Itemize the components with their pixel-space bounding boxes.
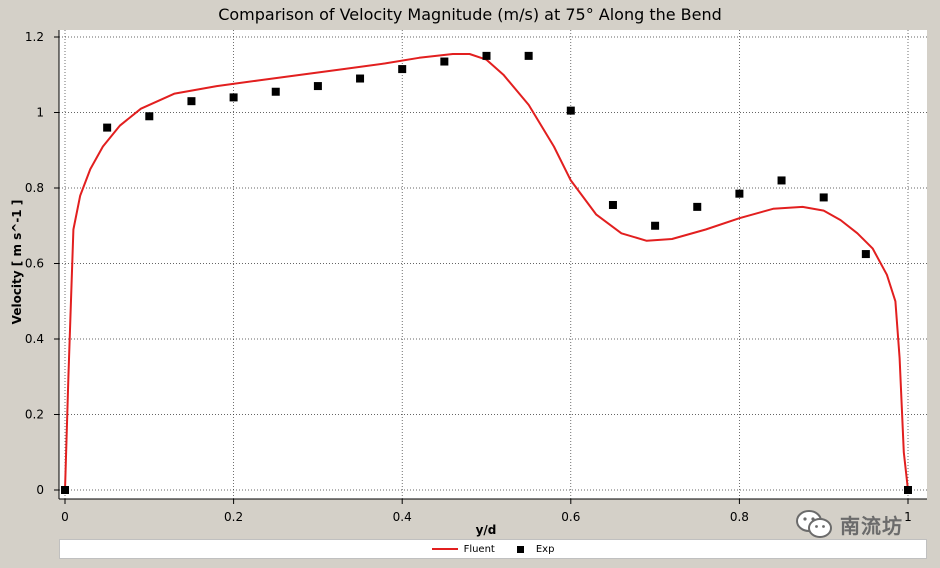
legend-label-exp: Exp [535,543,555,555]
grid-lines [59,30,927,499]
data-point-exp [482,51,491,60]
data-point-exp [651,221,660,230]
data-point-exp [313,82,322,91]
watermark-text: 南流坊 [840,513,903,538]
data-point-exp [566,106,575,115]
data-point-exp [356,74,365,83]
data-point-exp [271,87,280,96]
y-tick-label: 0.8 [25,181,44,195]
data-point-exp [904,486,912,494]
data-point-exp [524,51,533,60]
data-point-exp [229,93,238,102]
y-tick-label: 0.6 [25,257,44,271]
data-point-exp [608,200,617,209]
x-tick-label: 0 [61,510,69,524]
plot-background [59,30,927,499]
data-point-exp [735,189,744,198]
data-point-exp [693,202,702,211]
y-tick-label: 1.2 [25,30,44,44]
y-tick-label: 0.4 [25,332,44,346]
data-point-exp [440,57,449,66]
x-tick-label: 0.8 [730,510,749,524]
legend: Fluent Exp [59,539,927,559]
data-point-exp [61,486,69,494]
tick-labels: 0 0.2 0.4 0.6 0.8 1 0 0.2 0.4 0.6 0.8 1 1.2 [25,30,912,524]
data-point-exp [777,176,786,185]
series-line-fluent [64,53,909,491]
legend-item-exp: Exp [516,543,555,555]
y-axis-title: Velocity [ m s^-1 ] [10,200,24,325]
x-tick-label: 0.6 [561,510,580,524]
x-tick-label: 1 [904,510,912,524]
y-tick-label: 0.2 [25,408,44,422]
x-tick-label: 0.2 [224,510,243,524]
legend-swatch-fluent [431,548,458,550]
wechat-icon [796,510,832,538]
data-point-exp [861,250,870,259]
y-tick-label: 0 [36,483,44,497]
legend-swatch-exp [516,545,524,553]
data-point-exp [103,123,112,132]
legend-label-fluent: Fluent [463,543,495,555]
y-tick-label: 1 [36,106,44,120]
data-point-exp [819,193,828,202]
chart-title: Comparison of Velocity Magnitude (m/s) a… [218,5,722,24]
data-point-exp [398,65,407,74]
series [61,51,912,494]
watermark: 南流坊 [794,508,903,540]
data-point-exp [145,112,154,121]
x-axis-title: y/d [476,523,497,537]
axes [58,30,927,500]
data-point-exp [187,97,196,106]
legend-item-fluent: Fluent [431,543,495,555]
x-tick-label: 0.4 [393,510,412,524]
